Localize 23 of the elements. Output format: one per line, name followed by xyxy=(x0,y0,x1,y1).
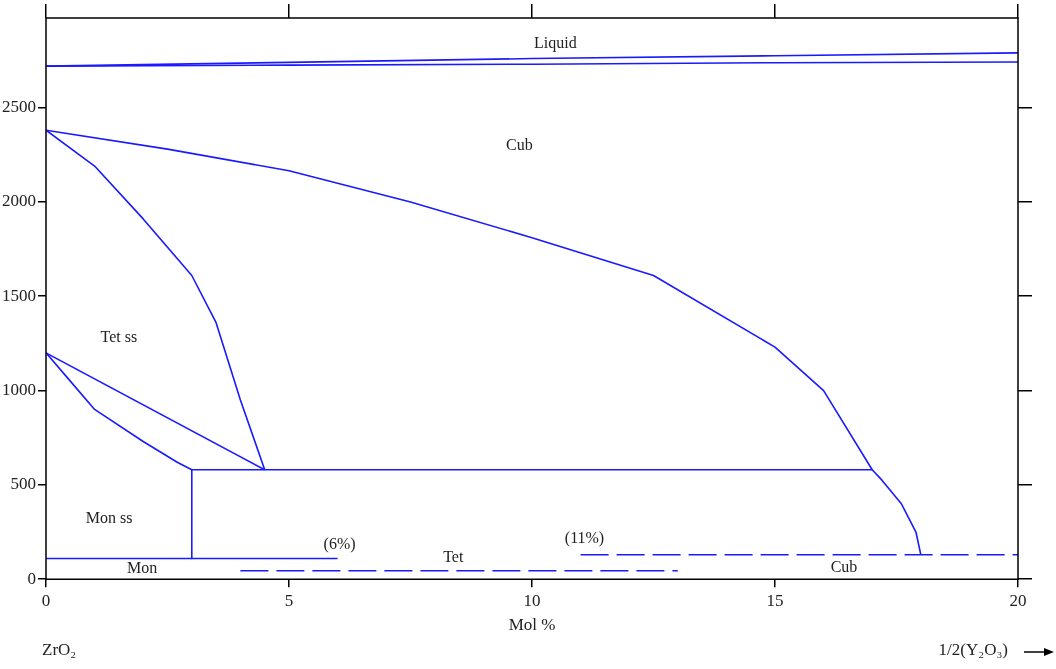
annotation: Tet ss xyxy=(100,328,138,346)
x-tick-label: 20 xyxy=(1009,590,1027,610)
text: ZrO₂ xyxy=(42,640,77,660)
x-tick-label: 0 xyxy=(41,590,51,610)
annotation: (6%) xyxy=(323,534,356,553)
annotation: Mon xyxy=(127,559,158,577)
y-tick-label: 2500 xyxy=(2,97,36,117)
text: 1/2(Y₂O₃) xyxy=(938,640,1008,660)
annotation: Cub xyxy=(506,135,533,153)
y-tick-label: 1000 xyxy=(2,380,36,400)
annotation: Tet xyxy=(443,548,464,566)
y-tick-label: 1500 xyxy=(2,285,36,305)
annotation: Mon ss xyxy=(85,509,133,527)
annotation: (11%) xyxy=(564,529,605,547)
x-tick-label: 5 xyxy=(284,590,294,610)
x-axis-title: Mol % xyxy=(508,615,556,635)
annotation: Liquid xyxy=(533,34,577,53)
y-tick-label: 2000 xyxy=(2,191,36,211)
x-tick-label: 15 xyxy=(766,590,784,610)
y-tick-label: 0 xyxy=(27,568,36,588)
y-tick-label: 500 xyxy=(10,474,36,494)
annotation: Cub xyxy=(830,558,858,576)
x-tick-label: 10 xyxy=(523,590,541,610)
